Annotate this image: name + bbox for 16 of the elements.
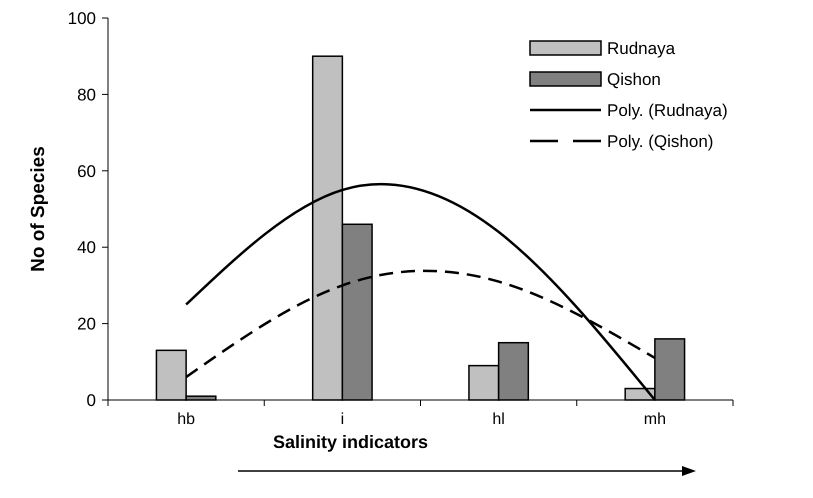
y-tick-label: 40: [77, 238, 96, 258]
y-tick-label: 0: [86, 390, 96, 410]
y-axis-title: No of Species: [28, 146, 49, 272]
legend-label: Rudnaya: [607, 38, 676, 58]
legend-label: Poly. (Rudnaya): [607, 100, 728, 120]
x-tick-label: hl: [492, 411, 505, 428]
x-tick-label: hb: [177, 411, 196, 428]
x-axis-title: Salinity indicators: [272, 432, 428, 452]
y-tick-label: 100: [68, 8, 96, 28]
y-tick-label: 60: [77, 162, 96, 181]
y-tick-label: 20: [77, 314, 96, 334]
x-tick-label: mh: [644, 411, 666, 428]
y-tick-label: 80: [77, 85, 96, 104]
legend-label: Qishon: [607, 70, 661, 89]
x-tick-label: i: [340, 411, 344, 428]
legend-label: Poly. (Qishon): [607, 132, 714, 151]
